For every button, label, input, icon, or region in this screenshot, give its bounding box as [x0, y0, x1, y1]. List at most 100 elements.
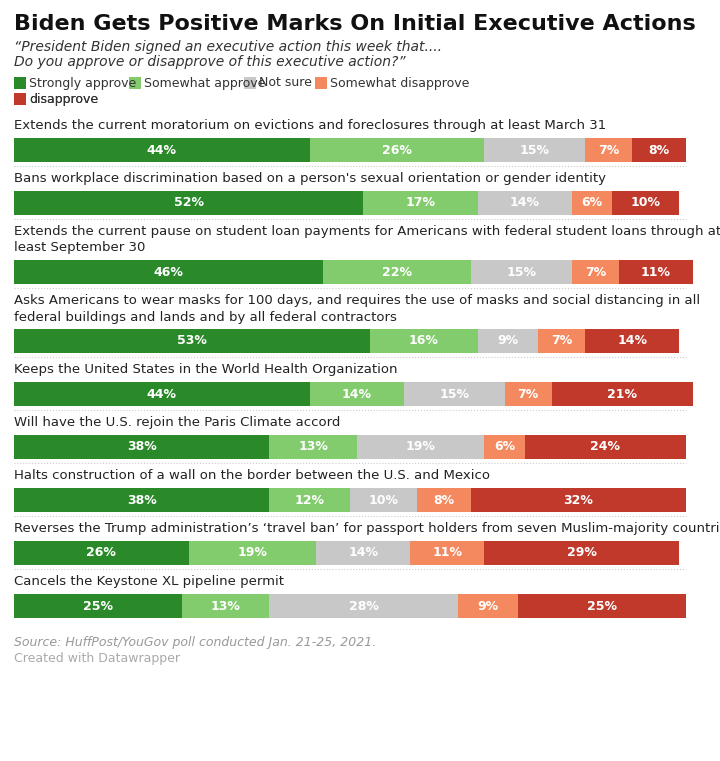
Bar [471, 260, 572, 284]
Text: 38%: 38% [127, 441, 156, 454]
Text: 17%: 17% [405, 196, 436, 209]
Bar [323, 260, 471, 284]
Bar [585, 329, 679, 353]
Text: Bans workplace discrimination based on a person's sexual orientation or gender i: Bans workplace discrimination based on a… [14, 172, 606, 185]
Text: 8%: 8% [433, 493, 454, 507]
Text: 7%: 7% [585, 266, 606, 279]
Text: Extends the current moratorium on evictions and foreclosures through at least Ma: Extends the current moratorium on evicti… [14, 119, 606, 132]
Text: 14%: 14% [342, 387, 372, 400]
Bar [14, 77, 26, 89]
Text: 19%: 19% [238, 546, 268, 559]
Bar [364, 191, 477, 215]
Bar [505, 382, 552, 406]
Text: Cancels the Keystone XL pipeline permit: Cancels the Keystone XL pipeline permit [14, 575, 284, 588]
Text: 26%: 26% [382, 144, 412, 157]
Text: 29%: 29% [567, 546, 597, 559]
Text: 15%: 15% [439, 387, 469, 400]
Text: 52%: 52% [174, 196, 204, 209]
Bar [404, 382, 505, 406]
Text: 13%: 13% [211, 600, 240, 613]
Bar [14, 260, 323, 284]
Text: 38%: 38% [127, 493, 156, 507]
Text: Reverses the Trump administration’s ‘travel ban’ for passport holders from seven: Reverses the Trump administration’s ‘tra… [14, 522, 720, 535]
Bar [618, 260, 693, 284]
Bar [612, 191, 679, 215]
Text: 32%: 32% [564, 493, 593, 507]
Text: “President Biden signed an executive action this week that....: “President Biden signed an executive act… [14, 40, 442, 54]
Text: Somewhat disapprove: Somewhat disapprove [330, 77, 469, 90]
Bar [269, 488, 350, 512]
Text: 25%: 25% [83, 600, 113, 613]
Text: Created with Datawrapper: Created with Datawrapper [14, 652, 180, 665]
Bar [14, 488, 269, 512]
Text: 13%: 13% [298, 441, 328, 454]
Bar [189, 541, 316, 565]
Bar [552, 382, 693, 406]
Bar [477, 329, 538, 353]
Text: Strongly approve: Strongly approve [29, 77, 136, 90]
Text: 14%: 14% [348, 546, 379, 559]
Bar [269, 594, 457, 618]
Bar [244, 77, 256, 89]
Text: 21%: 21% [607, 387, 637, 400]
Text: 24%: 24% [590, 441, 621, 454]
Bar [14, 541, 189, 565]
Text: disapprove: disapprove [29, 93, 98, 106]
Bar [417, 488, 471, 512]
Text: 6%: 6% [494, 441, 515, 454]
Text: 10%: 10% [631, 196, 661, 209]
Text: Halts construction of a wall on the border between the U.S. and Mexico: Halts construction of a wall on the bord… [14, 469, 490, 482]
Bar [182, 594, 269, 618]
Text: 46%: 46% [153, 266, 184, 279]
Bar [350, 488, 417, 512]
Bar [477, 191, 572, 215]
Text: 8%: 8% [649, 144, 670, 157]
Bar [14, 93, 26, 105]
Text: 28%: 28% [348, 600, 379, 613]
Bar [457, 594, 518, 618]
Text: 22%: 22% [382, 266, 412, 279]
Text: Keeps the United States in the World Health Organization: Keeps the United States in the World Hea… [14, 363, 397, 376]
Bar [316, 541, 410, 565]
Bar [14, 435, 269, 459]
Text: 44%: 44% [147, 387, 177, 400]
Text: 14%: 14% [510, 196, 540, 209]
Bar [585, 138, 632, 162]
Text: 15%: 15% [520, 144, 550, 157]
Text: 19%: 19% [405, 441, 436, 454]
Text: 11%: 11% [433, 546, 462, 559]
Bar [572, 260, 618, 284]
Bar [485, 541, 679, 565]
Text: disapprove: disapprove [29, 93, 98, 106]
Bar [471, 488, 686, 512]
Bar [632, 138, 686, 162]
Text: 11%: 11% [641, 266, 671, 279]
Text: 9%: 9% [498, 335, 518, 348]
Text: 44%: 44% [147, 144, 177, 157]
Text: 15%: 15% [506, 266, 536, 279]
Bar [14, 138, 310, 162]
Text: 16%: 16% [409, 335, 439, 348]
Bar [410, 541, 485, 565]
Bar [14, 191, 364, 215]
Bar [14, 594, 182, 618]
Text: 9%: 9% [477, 600, 498, 613]
Text: Biden Gets Positive Marks On Initial Executive Actions: Biden Gets Positive Marks On Initial Exe… [14, 14, 696, 34]
Text: Somewhat approve: Somewhat approve [144, 77, 266, 90]
Bar [370, 329, 477, 353]
Bar [572, 191, 612, 215]
Text: 53%: 53% [177, 335, 207, 348]
Bar [14, 329, 370, 353]
Text: 14%: 14% [617, 335, 647, 348]
Bar [356, 435, 485, 459]
Bar [538, 329, 585, 353]
Text: 25%: 25% [587, 600, 617, 613]
Text: Not sure: Not sure [259, 77, 312, 90]
Text: 7%: 7% [598, 144, 619, 157]
Bar [485, 138, 585, 162]
Bar [310, 138, 485, 162]
Bar [518, 594, 686, 618]
Text: Source: HuffPost/YouGov poll conducted Jan. 21-25, 2021.: Source: HuffPost/YouGov poll conducted J… [14, 636, 377, 649]
Bar [129, 77, 141, 89]
Bar [14, 382, 310, 406]
